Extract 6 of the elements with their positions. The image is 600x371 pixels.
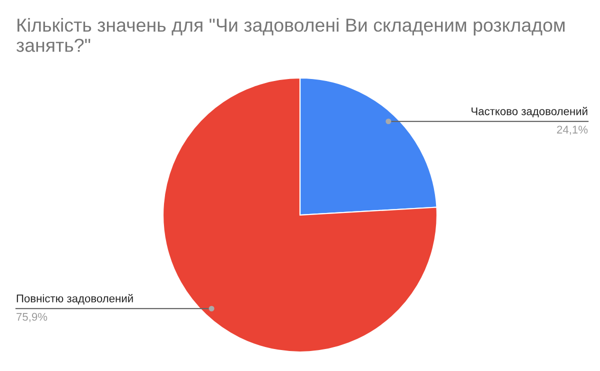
slice-label: Повністю задоволений [16,294,133,305]
chart-title: Кількість значень для "Чи задоволені Ви складеним розкладом занять?" [16,18,565,52]
pie-slice [162,77,438,353]
slice-label: Частково задоволений [472,106,588,118]
data-label: 24,1% [557,126,588,135]
data-label: 75,9% [16,312,48,322]
